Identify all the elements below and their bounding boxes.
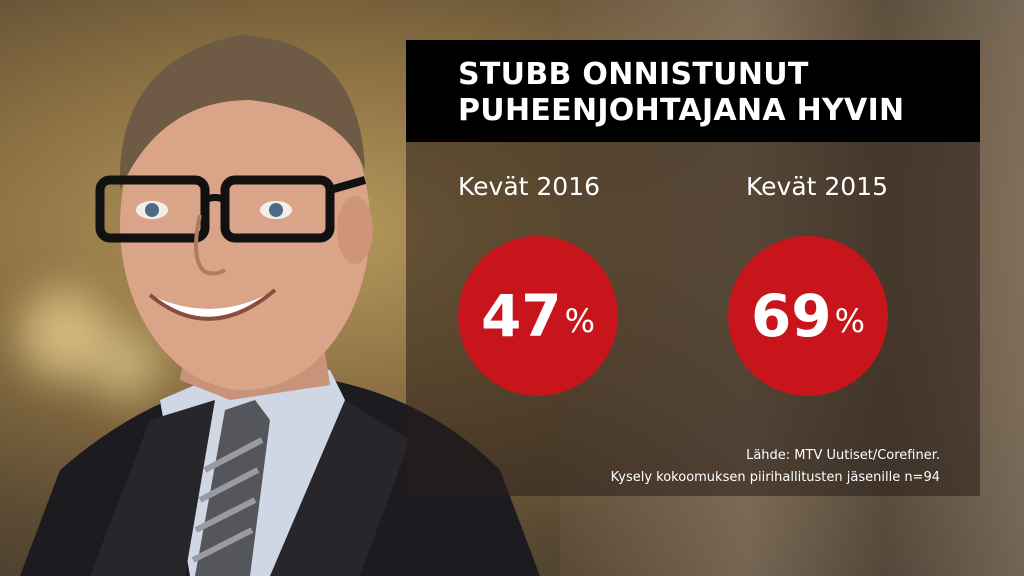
stat-circle-2016: 47 % [458,236,618,396]
stat-circle-2015: 69 % [728,236,888,396]
headline-line-2: PUHEENJOHTAJANA HYVIN [458,93,905,128]
stat-value-2015: 69 [750,282,832,350]
headline-line-1: STUBB ONNISTUNUT [458,57,809,92]
stat-period-2015: Kevät 2015 [746,172,889,201]
stat-unit-2016: % [564,302,596,340]
headline-bar [406,40,980,142]
source-line-2: Kysely kokoomuksen piirihallitusten jäse… [610,470,940,485]
stat-value-2016: 47 [480,282,562,350]
stat-unit-2015: % [834,302,866,340]
stat-period-2016: Kevät 2016 [458,172,601,201]
source-line-1: Lähde: MTV Uutiset/Corefiner. [746,448,940,463]
background-light [90,330,160,400]
